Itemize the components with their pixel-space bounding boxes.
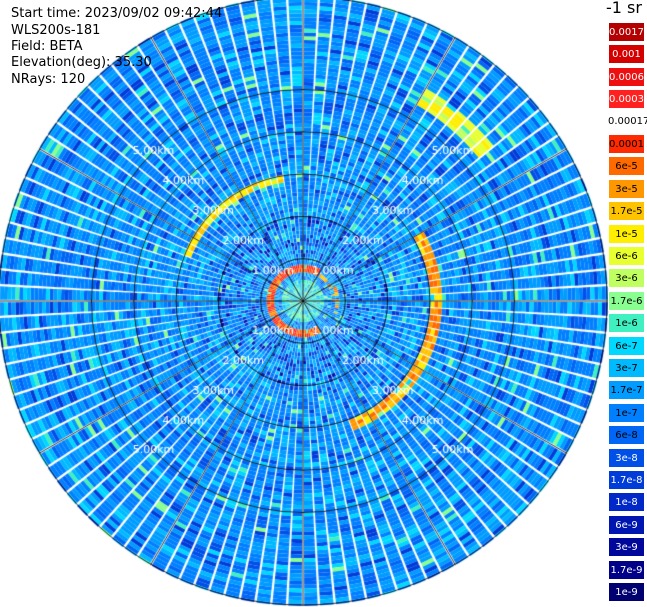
colorbar-label-23: 3e-9 [608, 537, 645, 558]
colorbar-label-24: 1.7e-9 [608, 559, 645, 580]
nrays-label: NRays: 120 [11, 72, 86, 87]
colorbar-label-21: 1e-8 [608, 492, 645, 513]
colorbar-title: -1 sr [606, 0, 642, 17]
instrument-label: WLS200s-181 [11, 23, 101, 38]
colorbar-label-20: 1.7e-8 [608, 470, 645, 490]
colorbar-label-1: 0.001 [608, 44, 645, 65]
colorbar-label-12: 1.7e-6 [608, 290, 645, 311]
colorbar-label-13: 1e-6 [608, 313, 645, 334]
colorbar-label-25: 1e-9 [608, 582, 645, 602]
colorbar-label-15: 3e-7 [608, 358, 645, 378]
colorbar-label-5: 0.0001 [608, 134, 645, 154]
start-time-label: Start time: 2023/09/02 09:42:44 [11, 6, 223, 21]
colorbar-label-0: 0.0017 [608, 22, 645, 42]
colorbar-label-9: 1e-5 [608, 223, 645, 244]
colorbar-label-8: 1.7e-5 [608, 201, 645, 222]
colorbar-label-19: 3e-8 [608, 447, 645, 468]
field-label: Field: BETA [11, 39, 83, 54]
colorbar-label-4: 0.00017 [608, 111, 647, 132]
colorbar-label-10: 6e-6 [608, 246, 645, 266]
colorbar-label-3: 0.0003 [608, 89, 645, 110]
colorbar-label-22: 6e-9 [608, 514, 645, 535]
colorbar-label-17: 1e-7 [608, 402, 645, 423]
colorbar-label-2: 0.0006 [608, 66, 645, 87]
elevation-label: Elevation(deg): 35.30 [11, 55, 152, 70]
colorbar-label-14: 6e-7 [608, 335, 645, 356]
colorbar-label-11: 3e-6 [608, 268, 645, 289]
colorbar-label-7: 3e-5 [608, 178, 645, 199]
colorbar-label-16: 1.7e-7 [608, 380, 645, 401]
colorbar-label-18: 6e-8 [608, 425, 645, 446]
colorbar-label-6: 6e-5 [608, 156, 645, 177]
